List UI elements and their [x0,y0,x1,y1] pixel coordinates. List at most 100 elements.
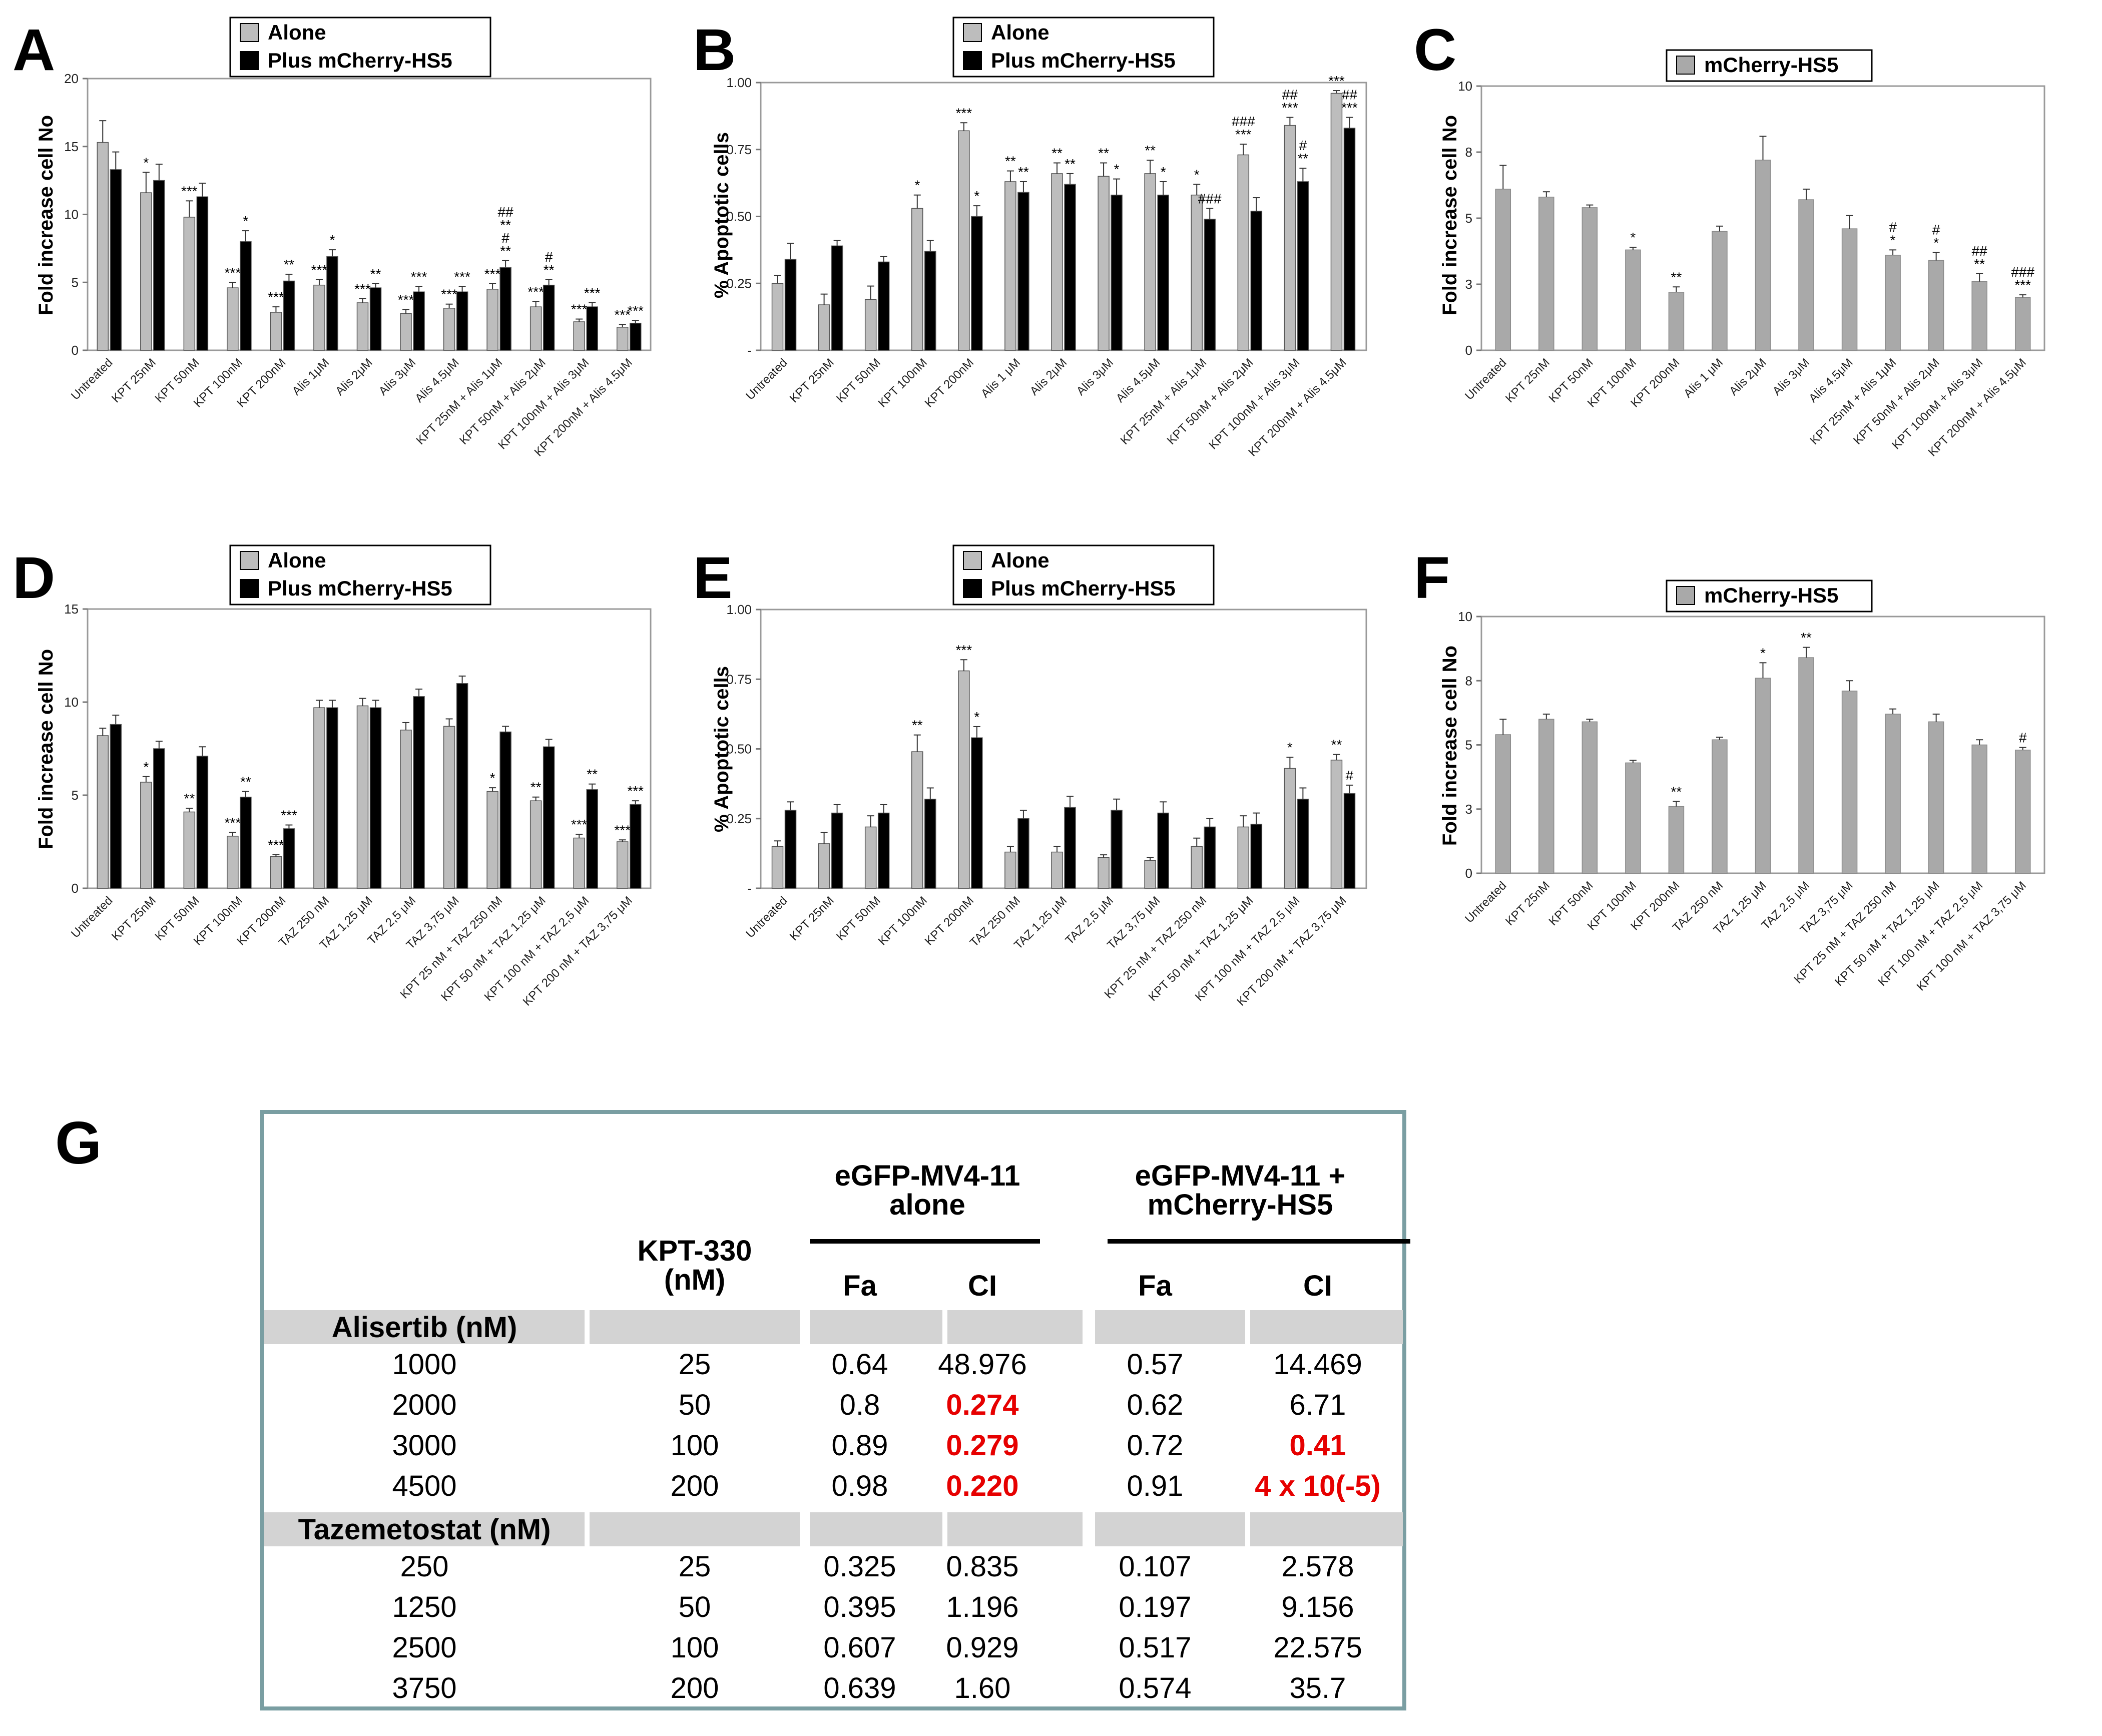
significance-mark: ## [1282,87,1298,103]
bar [1712,739,1728,874]
bar [1582,721,1598,874]
bar [1051,851,1063,889]
significance-mark: ** [1005,154,1016,169]
significance-mark: ** [1801,630,1812,646]
x-tick-label: KPT 50nM [834,356,883,405]
panel-label-g: G [55,1109,102,1177]
legend-label: mCherry-HS5 [1704,53,1838,77]
kpt-dose: 25 [678,1348,711,1381]
bar [543,746,555,889]
significance-mark: * [1114,162,1120,177]
significance-mark: *** [614,307,631,322]
significance-mark: ** [912,718,923,733]
fa-plus: 0.57 [1127,1348,1184,1381]
ci-alone: 0.279 [946,1429,1019,1462]
significance-mark: # [1346,768,1354,783]
legend: Alone Plus mCherry-HS5 [952,544,1215,606]
legend-box [1666,49,1873,82]
bar [1668,292,1685,351]
bar [616,841,629,889]
legend-box [229,17,491,78]
bar [818,304,830,351]
legend-label: Plus mCherry-HS5 [991,576,1176,600]
fa-header-plus: Fa [1138,1270,1172,1302]
bar [240,241,252,351]
legend-label: Alone [268,548,326,572]
y-axis-label: Fold increase cell No [1439,646,1461,846]
y-tick-label: 5 [1465,738,1472,753]
bar [543,284,555,351]
significance-mark: *** [398,292,414,308]
significance-mark: # [545,249,553,265]
drug-dose: 4500 [392,1470,457,1502]
significance-mark: ** [1065,156,1076,172]
panel-label: E [693,545,733,611]
significance-mark: ** [184,791,195,806]
chart-panel-c: C 0 3 5 8 10 Fold increase cell No mCherry-HS5 *… [1414,17,2045,459]
bar [97,142,109,351]
bar [153,748,165,889]
significance-mark: ** [1974,256,1985,272]
ci-plus: 22.575 [1273,1631,1362,1664]
significance-mark: *** [1328,73,1345,89]
y-tick-label: 10 [1458,609,1472,624]
bar [1755,160,1771,351]
bar [413,291,425,351]
drug-dose: 2500 [392,1631,457,1664]
bar [1330,93,1343,351]
drug-dose: 2000 [392,1389,457,1421]
significance-mark: *** [955,642,972,658]
significance-mark: ** [370,266,381,282]
bar [313,707,325,889]
significance-mark: ### [2011,264,2034,280]
ci-plus: 2.578 [1281,1550,1354,1583]
bar [1204,826,1216,889]
drug-dose: 3750 [392,1672,457,1704]
significance-mark: * [914,178,920,193]
y-tick-label: - [747,881,752,896]
bar [818,843,830,889]
bar [1495,189,1511,351]
bar [1250,824,1263,889]
significance-mark: # [1932,222,1940,238]
bar [971,216,983,351]
legend-swatch [240,51,259,70]
plot-frame [760,609,1367,889]
bar [1111,810,1123,889]
ci-alone: 1.196 [946,1591,1019,1623]
bar [227,287,239,351]
bar [110,169,122,351]
x-tick-label: Untreated [1462,356,1509,403]
x-tick-label: KPT 100nM [876,894,930,948]
ci-header-plus: CI [1303,1270,1332,1302]
y-tick-label: 0.75 [726,672,752,687]
drug-dose: 1250 [392,1591,457,1623]
significance-mark: ** [1052,146,1063,161]
y-tick-label: 1.00 [726,75,752,90]
significance-mark: ** [1671,784,1682,799]
bar [958,130,970,351]
group-rule-alone [810,1239,1040,1244]
significance-mark: # [2019,730,2027,746]
kpt-dose: 200 [670,1470,719,1502]
significance-mark: ### [1232,114,1255,129]
bar [456,683,468,889]
y-tick-label: 3 [1465,802,1472,817]
significance-mark: * [1287,740,1293,755]
y-tick-label: 0 [72,343,79,358]
bar [1284,125,1296,351]
legend-swatch [240,551,259,570]
ci-alone: 48.976 [938,1348,1027,1381]
bar [1004,851,1016,889]
panel-label: B [693,17,736,83]
kpt-header: KPT-330 (nM) [637,1235,752,1296]
bar [877,812,890,889]
x-tick-label: Untreated [69,356,116,403]
figure-charts: A 0 5 10 15 20 Fold increase cell No Alone Plus … [13,17,2045,1008]
bar [1668,806,1685,874]
bar [530,306,542,351]
bar [326,707,338,889]
legend-swatch [963,51,982,70]
significance-mark: * [974,188,979,204]
bar [1204,219,1216,351]
